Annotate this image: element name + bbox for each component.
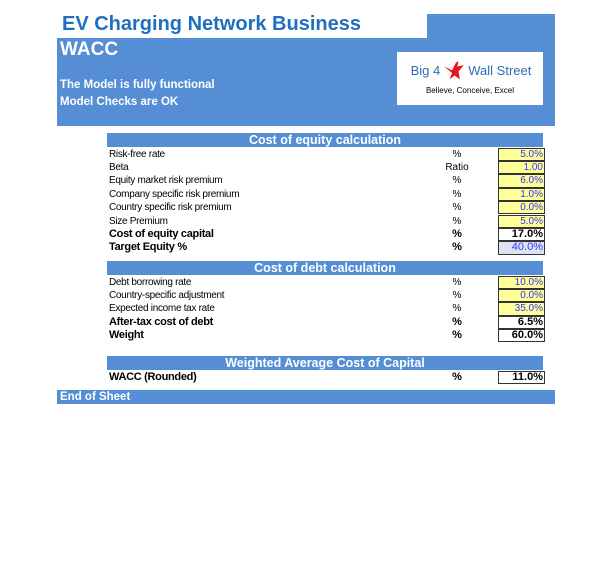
row-unit: % <box>452 276 462 288</box>
row-unit: % <box>452 175 462 187</box>
end-of-sheet-label: End of Sheet <box>60 391 131 403</box>
logo-text-left: Big 4 <box>410 63 441 78</box>
row-label: Country specific risk premium <box>109 202 232 214</box>
table-row: Country specific risk premium% 0.0% <box>107 201 545 215</box>
row-unit: % <box>452 329 462 342</box>
row-value-cell[interactable]: 6.0% <box>498 174 545 188</box>
logo-wordmark: Big 4 Wall Street <box>401 60 541 82</box>
equity-section-header: Cost of equity calculation <box>107 133 543 147</box>
status-line-2: Model Checks are OK <box>60 96 179 108</box>
row-label: Beta <box>109 161 129 173</box>
row-value-cell[interactable]: 40.0% <box>498 241 545 255</box>
row-value-cell[interactable]: 6.5% <box>498 315 545 330</box>
table-row: Risk-free rate% 5.0% <box>107 147 545 161</box>
row-unit: % <box>452 215 462 227</box>
row-value-cell[interactable]: 0.0% <box>498 288 545 303</box>
row-value-cell[interactable]: 35.0% <box>498 302 545 316</box>
eagle-icon <box>444 61 464 80</box>
row-label: Expected income tax rate <box>109 303 215 315</box>
end-of-sheet: End of Sheet <box>57 390 555 404</box>
table-row: Company specific risk premium% 1.0% <box>107 187 545 202</box>
row-label: Debt borrowing rate <box>109 276 192 288</box>
table-row: Size Premium% 5.0% <box>107 214 545 228</box>
table-row: Equity market risk premium% 6.0% <box>107 174 545 188</box>
row-label: Weight <box>109 329 144 342</box>
status-line-1: The Model is fully functional <box>60 79 215 91</box>
logo-tagline: Believe, Conceive, Excel <box>425 86 515 95</box>
row-value-cell[interactable]: 60.0% <box>498 329 545 343</box>
debt-section-header: Cost of debt calculation <box>107 261 543 275</box>
row-value-cell[interactable]: 17.0% <box>498 227 545 242</box>
logo-text-right: Wall Street <box>468 63 532 78</box>
row-unit: % <box>452 202 462 214</box>
row-value-cell[interactable]: 0.0% <box>498 201 545 215</box>
row-unit: % <box>452 227 462 240</box>
table-row: Weight% 60.0% <box>107 329 545 343</box>
header-band-right <box>427 14 555 38</box>
row-value-cell[interactable]: 5.0% <box>498 147 545 161</box>
row-unit: Ratio <box>445 161 469 173</box>
row-value-cell[interactable]: 5.0% <box>498 214 545 228</box>
row-label: Target Equity % <box>109 241 187 254</box>
row-label: Country-specific adjustment <box>109 289 225 301</box>
table-row: WACC (Rounded)% 11.0% <box>107 371 545 385</box>
row-unit: % <box>452 315 462 328</box>
table-row: Beta Ratio 1.00 <box>107 160 545 175</box>
row-value-cell[interactable]: 11.0% <box>498 371 545 385</box>
table-row: Target Equity %% 40.0% <box>107 241 545 255</box>
row-value-cell[interactable]: 1.0% <box>498 187 545 202</box>
page-title: EV Charging Network Business <box>62 13 361 35</box>
row-unit: % <box>452 241 462 254</box>
row-label: WACC (Rounded) <box>109 371 197 383</box>
row-value-cell[interactable]: 10.0% <box>498 275 545 289</box>
wacc-section-header: Weighted Average Cost of Capital <box>107 356 543 370</box>
row-unit: % <box>452 148 462 160</box>
table-row: Expected income tax rate% 35.0% <box>107 302 545 316</box>
table-row: Country-specific adjustment% 0.0% <box>107 288 545 303</box>
table-row: After-tax cost of debt% 6.5% <box>107 315 545 330</box>
row-unit: % <box>452 289 462 301</box>
sheet-title: WACC <box>60 39 119 60</box>
row-label: Size Premium <box>109 215 168 227</box>
table-row: Cost of equity capital% 17.0% <box>107 227 545 242</box>
table-row: Debt borrowing rate% 10.0% <box>107 275 545 289</box>
row-unit: % <box>452 303 462 315</box>
row-label: After-tax cost of debt <box>109 315 214 328</box>
row-unit: % <box>452 188 462 200</box>
row-label: Company specific risk premium <box>109 188 240 200</box>
logo: Big 4 Wall Street Believe, Conceive, Exc… <box>397 52 543 105</box>
row-value-cell[interactable]: 1.00 <box>498 160 545 175</box>
row-label: Cost of equity capital <box>109 227 214 240</box>
row-label: Risk-free rate <box>109 148 165 160</box>
row-unit: % <box>452 371 462 383</box>
row-label: Equity market risk premium <box>109 175 223 187</box>
